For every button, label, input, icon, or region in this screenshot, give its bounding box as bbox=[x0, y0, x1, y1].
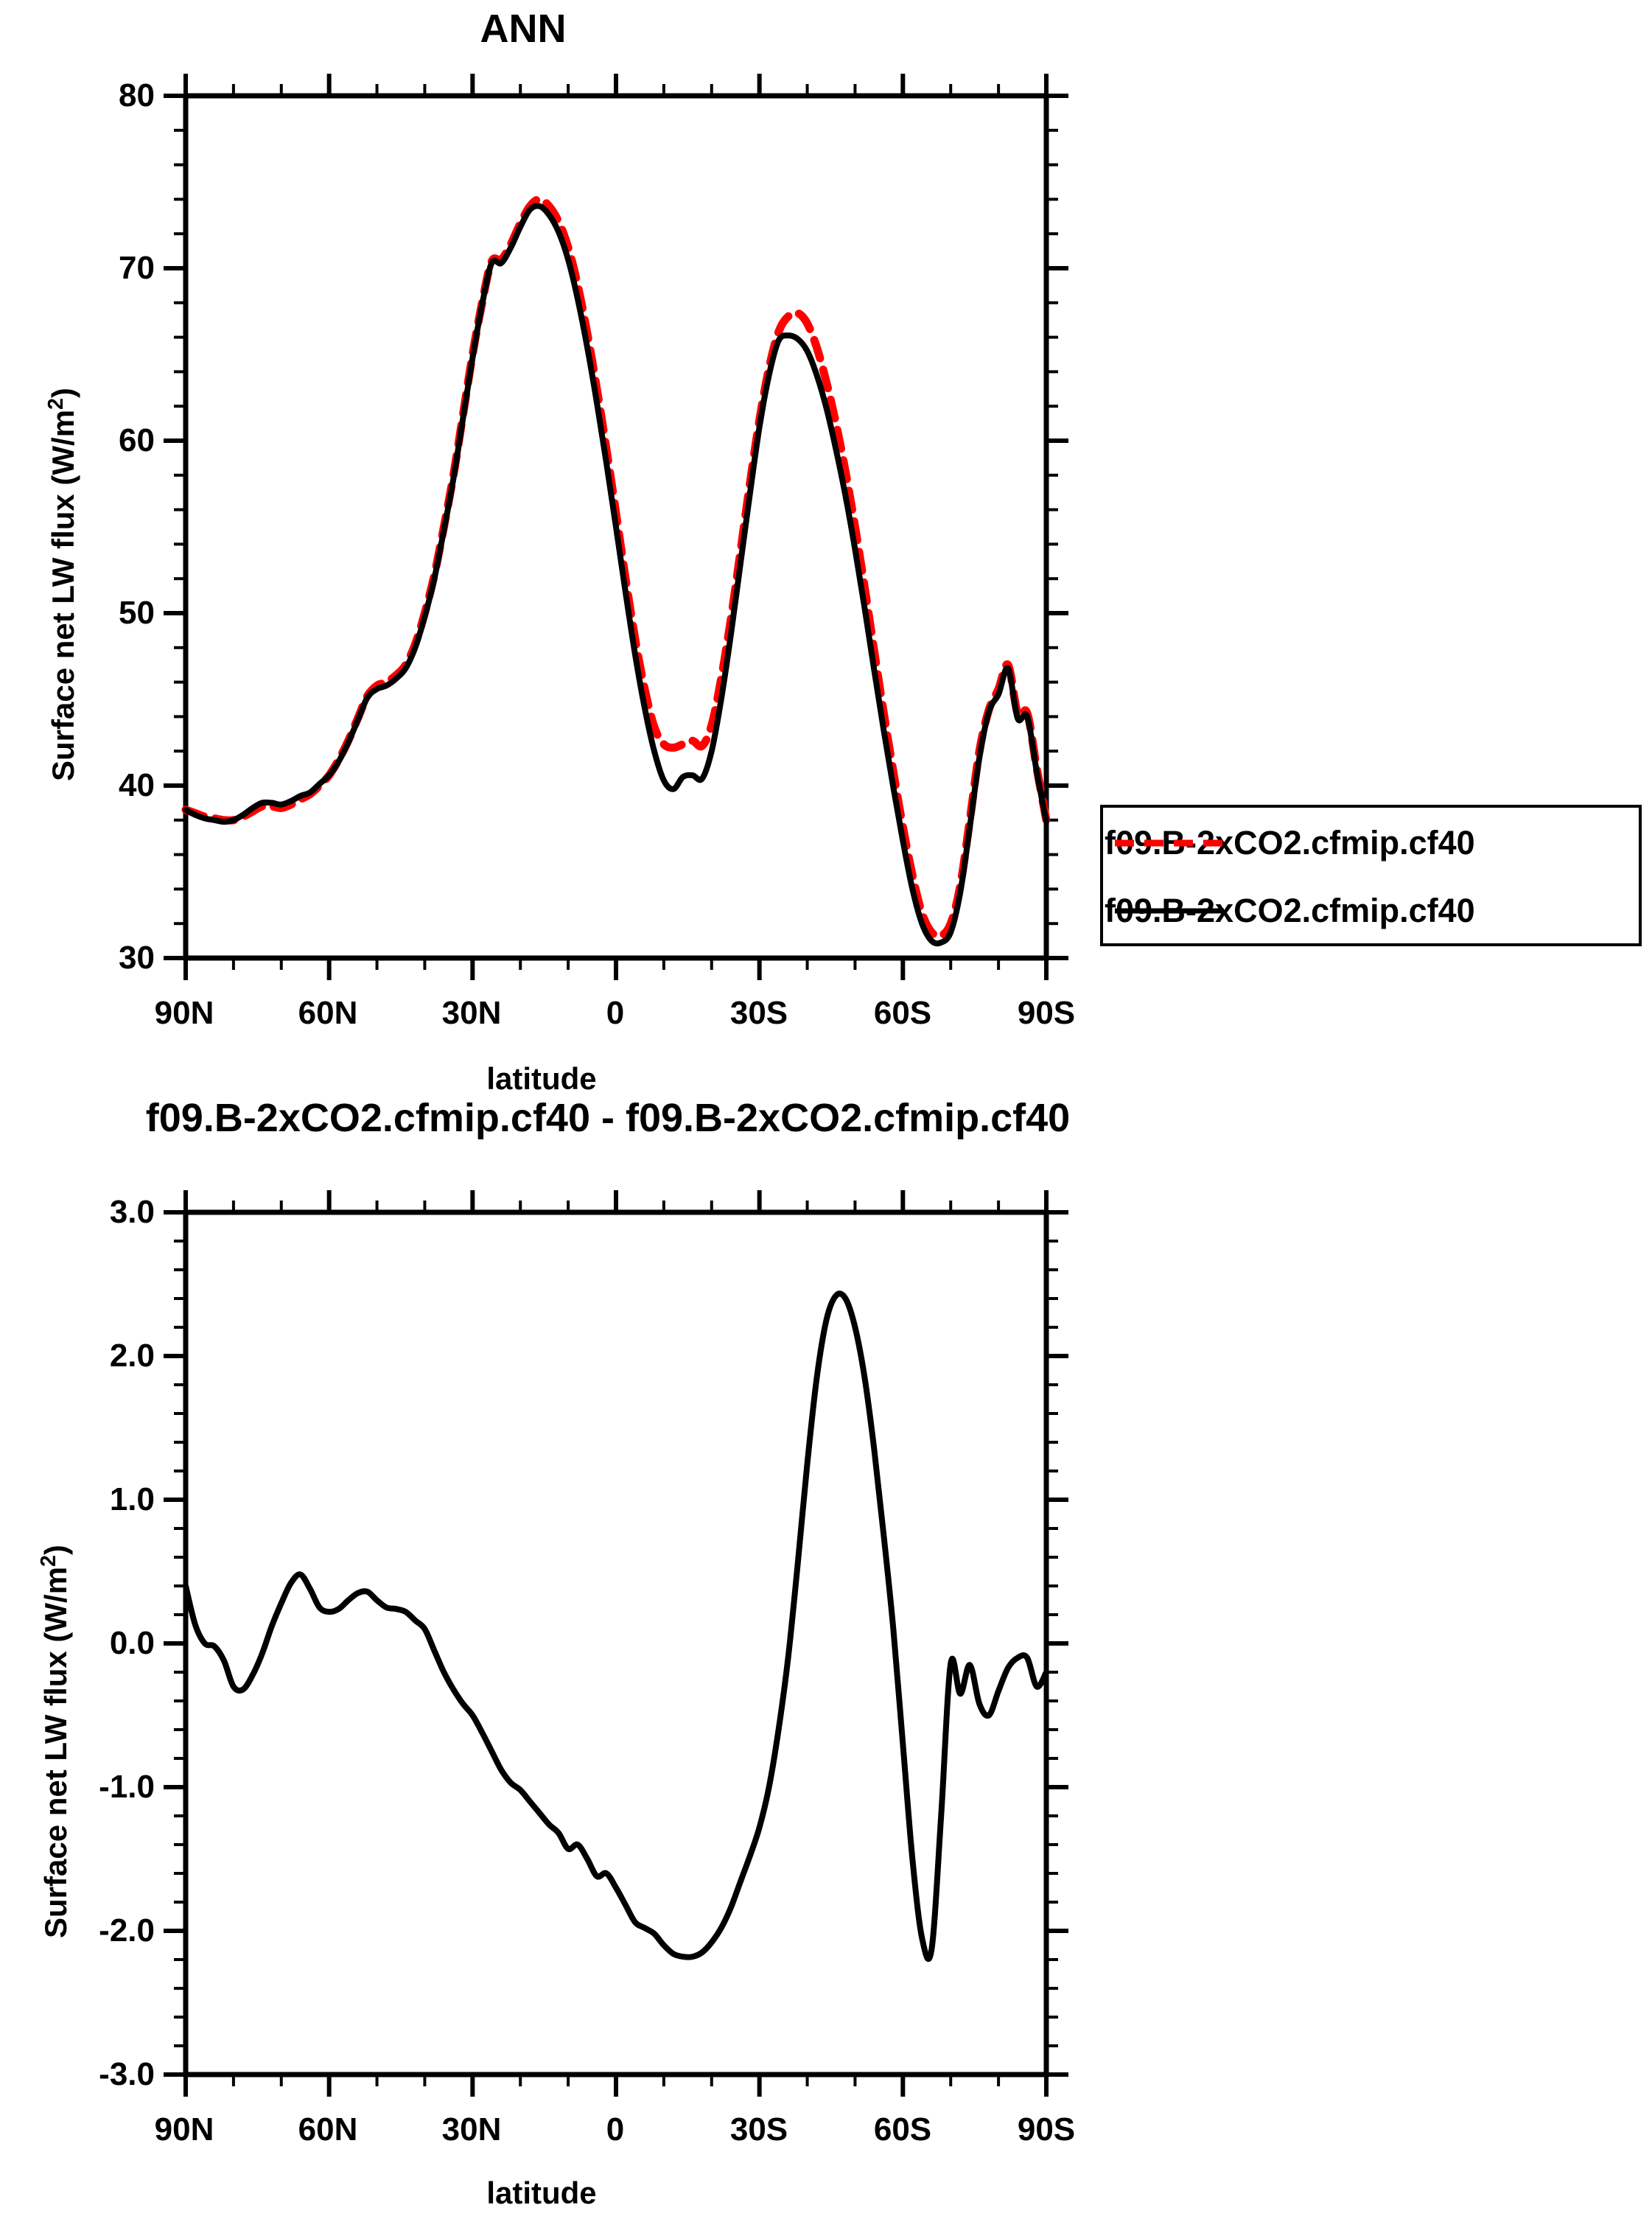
bottom-xtick-90N: 90N bbox=[154, 2111, 214, 2148]
top-xtick-30N: 30N bbox=[441, 995, 502, 1031]
top-ytick-60: 60 bbox=[119, 422, 155, 458]
bottom-panel-title: f09.B-2xCO2.cfmip.cf40 - f09.B-2xCO2.cfm… bbox=[145, 1096, 1071, 1140]
bottom-xtick-30S: 30S bbox=[729, 2111, 788, 2148]
top-panel-x-axis-label: latitude bbox=[486, 1061, 597, 1096]
bottom-panel: f09.B-2xCO2.cfmip.cf40 - f09.B-2xCO2.cfm… bbox=[0, 1096, 1652, 2219]
bottom-ytick-2: 2.0 bbox=[109, 1338, 155, 1374]
top-xtick-90N: 90N bbox=[154, 995, 214, 1031]
top-xtick-90S: 90S bbox=[1017, 995, 1076, 1031]
top-ytick-30: 30 bbox=[119, 940, 155, 976]
bottom-ytick-m2: -2.0 bbox=[99, 1912, 155, 1949]
top-ytick-40: 40 bbox=[119, 767, 155, 803]
legend-line-solid-icon bbox=[1115, 908, 1224, 914]
bottom-ytick-1: 1.0 bbox=[109, 1481, 155, 1517]
bottom-panel-x-axis-label: latitude bbox=[486, 2176, 597, 2210]
bottom-xtick-30N: 30N bbox=[441, 2111, 502, 2148]
top-ytick-80: 80 bbox=[119, 77, 155, 113]
top-xtick-30S: 30S bbox=[729, 995, 788, 1031]
bottom-xtick-90S: 90S bbox=[1017, 2111, 1076, 2148]
bottom-ytick-m3: -3.0 bbox=[99, 2056, 155, 2092]
top-ytick-50: 50 bbox=[119, 595, 155, 631]
legend-line-dashed-icon bbox=[1115, 839, 1224, 847]
bottom-xtick-0: 0 bbox=[606, 2111, 625, 2148]
legend-label-0: f09.B-2xCO2.cfmip.cf40 bbox=[1105, 824, 1475, 862]
bottom-ytick-0: 0.0 bbox=[109, 1625, 155, 1661]
top-xtick-60N: 60N bbox=[298, 995, 358, 1031]
top-panel-title: ANN bbox=[480, 7, 567, 51]
top-panel: ANN Surface net LW flux (W/m2) 80 70 60 … bbox=[44, 7, 1642, 1096]
bottom-ytick-3: 3.0 bbox=[109, 1194, 155, 1230]
top-ytick-70: 70 bbox=[119, 250, 155, 286]
legend: f09.B-2xCO2.cfmip.cf40 f09.B-2xCO2.cfmip… bbox=[1100, 805, 1642, 946]
bottom-xtick-60S: 60S bbox=[873, 2111, 932, 2148]
bottom-ytick-m1: -1.0 bbox=[99, 1769, 155, 1805]
bottom-panel-plot-area bbox=[164, 1190, 1068, 2097]
top-panel-plot-area bbox=[164, 74, 1068, 980]
legend-entry-1: f09.B-2xCO2.cfmip.cf40 bbox=[1103, 876, 1639, 946]
top-xtick-0: 0 bbox=[606, 995, 625, 1031]
legend-entry-0: f09.B-2xCO2.cfmip.cf40 bbox=[1103, 808, 1639, 878]
top-xtick-60S: 60S bbox=[873, 995, 932, 1031]
bottom-xtick-60N: 60N bbox=[298, 2111, 358, 2148]
